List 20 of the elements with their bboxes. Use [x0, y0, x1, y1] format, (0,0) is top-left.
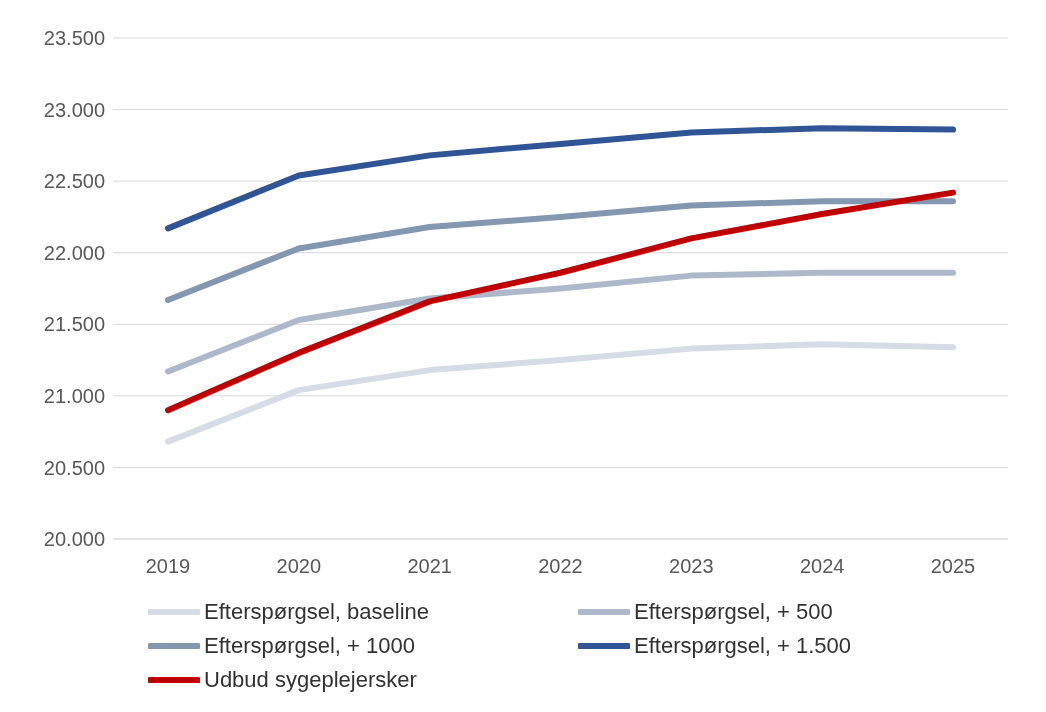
x-tick-label: 2019 [145, 555, 191, 578]
y-tick-label: 21.500 [43, 313, 105, 336]
x-tick-label: 2024 [799, 555, 845, 578]
legend-label: Efterspørgsel, baseline [204, 599, 429, 625]
y-tick-label: 23.500 [43, 27, 105, 50]
x-tick-label: 2023 [669, 555, 714, 578]
x-tick-label: 2021 [407, 555, 452, 578]
legend-label: Efterspørgsel, + 1.500 [634, 633, 852, 659]
x-tick-label: 2022 [538, 555, 583, 578]
y-tick-label: 21.000 [43, 384, 105, 407]
y-tick-label: 20.000 [43, 528, 105, 551]
y-tick-label: 23.000 [43, 98, 105, 121]
legend-label: Efterspørgsel, + 1000 [204, 633, 415, 659]
x-tick-label: 2025 [930, 555, 976, 578]
y-tick-label: 22.500 [43, 170, 105, 193]
y-tick-label: 22.000 [43, 241, 105, 264]
x-tick-label: 2020 [276, 555, 322, 578]
legend-label: Efterspørgsel, + 500 [634, 599, 833, 625]
legend-label: Udbud sygeplejersker [204, 667, 417, 693]
y-tick-label: 20.500 [43, 456, 105, 479]
